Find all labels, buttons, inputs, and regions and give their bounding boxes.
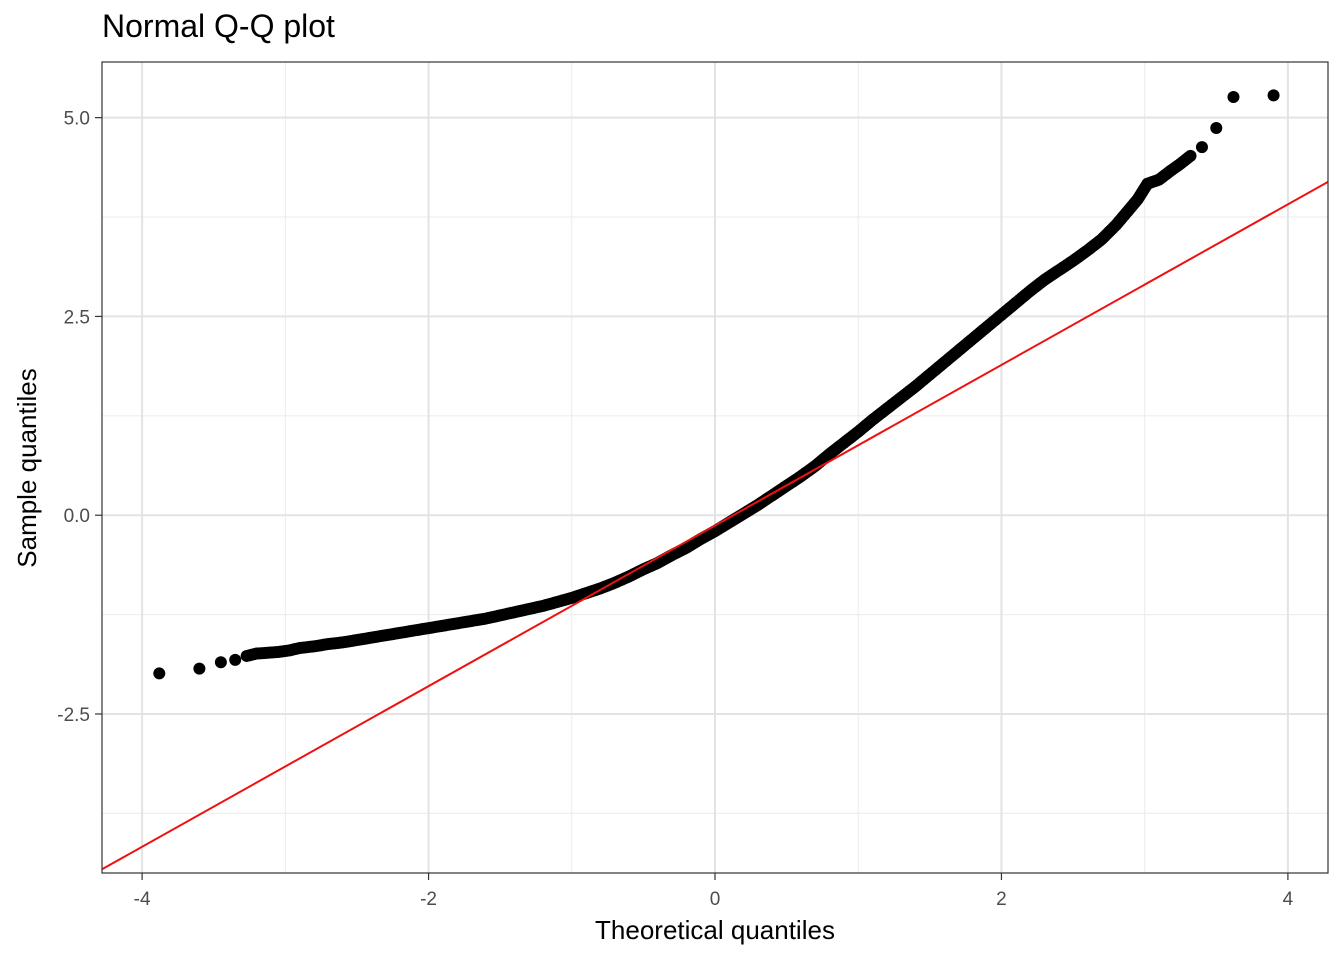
reference-line-group bbox=[102, 180, 1328, 871]
reference-line bbox=[102, 180, 1328, 871]
x-axis-title: Theoretical quantiles bbox=[595, 915, 835, 945]
x-tick-label: -2 bbox=[420, 889, 437, 910]
data-point bbox=[214, 656, 227, 669]
data-point bbox=[193, 662, 206, 675]
x-tick-label: 4 bbox=[1283, 889, 1294, 910]
x-axis: -4 -2 0 2 4 bbox=[134, 873, 1294, 910]
y-tick-label: 2.5 bbox=[64, 307, 90, 328]
y-tick-label: 5.0 bbox=[64, 109, 90, 130]
data-point bbox=[229, 653, 242, 666]
data-point bbox=[1267, 89, 1280, 102]
data-point bbox=[1210, 121, 1223, 134]
y-tick-label: -2.5 bbox=[57, 705, 90, 726]
y-axis: -2.5 0.0 2.5 5.0 bbox=[57, 109, 102, 726]
y-tick-label: 0.0 bbox=[64, 506, 90, 527]
x-tick-label: 2 bbox=[996, 889, 1007, 910]
data-point bbox=[153, 667, 166, 680]
data-point bbox=[1195, 141, 1208, 154]
data-point bbox=[1227, 90, 1240, 103]
x-tick-label: -4 bbox=[134, 889, 151, 910]
chart-title: Normal Q-Q plot bbox=[102, 8, 335, 44]
data-point bbox=[1184, 149, 1197, 162]
x-tick-label: 0 bbox=[710, 889, 721, 910]
grid-major bbox=[102, 62, 1328, 873]
y-axis-title: Sample quantiles bbox=[12, 368, 42, 567]
